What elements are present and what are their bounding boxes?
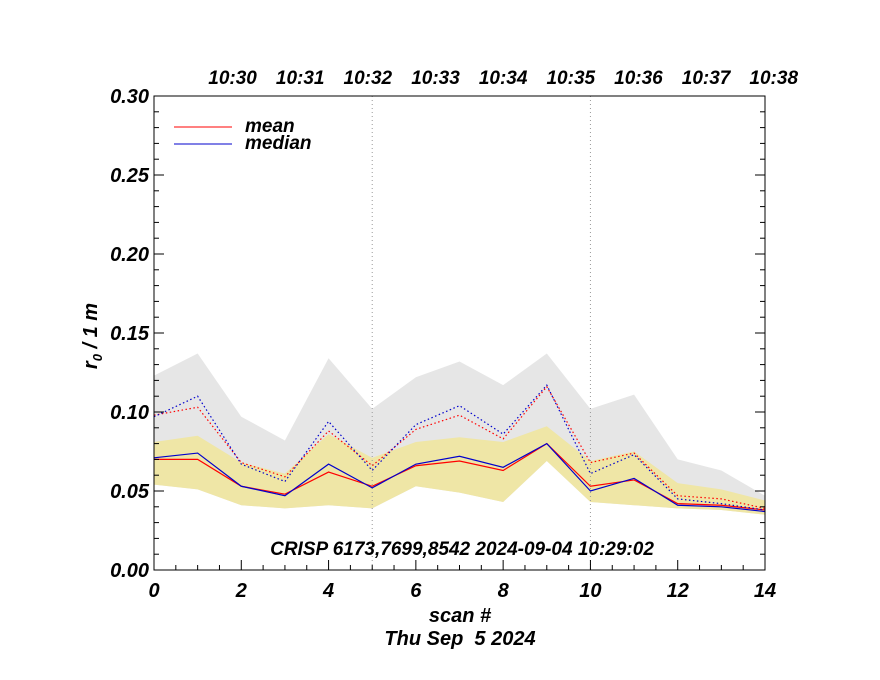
series-line-1 [153, 442, 766, 513]
y-tick-label: 0.25 [110, 165, 150, 187]
yellow-band [154, 426, 765, 515]
top-time-labels: 10:30 10:31 10:32 10:33 10:34 10:35 10:36 10:37… [208, 68, 798, 89]
y-tick-label: 0.20 [110, 244, 149, 266]
x-tick-label: 2 [235, 580, 247, 602]
x-tick-label: 12 [667, 580, 689, 602]
x-tick-label: 8 [498, 580, 510, 602]
series-line-2 [153, 385, 766, 509]
top-time-label: 10:30 [208, 68, 257, 89]
series-lines [153, 384, 766, 513]
date-subtitle: Thu Sep 5 2024 [384, 628, 535, 650]
y-tick-labels: 0.00 0.05 0.10 0.15 0.20 0.25 0.30 [110, 86, 150, 582]
y-axis-title-rest: / 1 m [80, 303, 102, 354]
x-tick-label: 6 [410, 580, 422, 602]
y-axis-title-subscript: 0 [90, 353, 105, 361]
x-tick-label: 10 [579, 580, 601, 602]
top-time-label: 10:38 [749, 68, 798, 89]
top-time-label: 10:32 [344, 68, 393, 89]
axis-ticks [153, 95, 766, 571]
spread-bands [154, 353, 765, 515]
x-axis-title: scan # [429, 605, 492, 627]
top-time-label: 10:37 [682, 68, 732, 89]
legend-mean-label: mean [245, 116, 295, 137]
legend: mean median [174, 116, 312, 154]
y-axis-title: r0 / 1 m [80, 303, 105, 369]
y-tick-label: 0.30 [110, 86, 149, 108]
top-time-label: 10:33 [411, 68, 460, 89]
x-tick-labels: 0 2 4 6 8 10 12 14 [148, 580, 776, 602]
top-time-label: 10:36 [614, 68, 663, 89]
x-tick-label: 4 [322, 580, 334, 602]
top-time-label: 10:31 [276, 68, 325, 89]
y-tick-label: 0.05 [110, 481, 150, 503]
y-tick-label: 0.15 [110, 323, 150, 345]
series-line-3 [153, 384, 766, 511]
legend-median-label: median [245, 133, 312, 154]
y-tick-label: 0.10 [110, 402, 149, 424]
vertical-markers [371, 96, 591, 570]
top-time-label: 10:34 [479, 68, 528, 89]
chart-annotation: CRISP 6173,7699,8542 2024-09-04 10:29:02 [270, 539, 654, 560]
y-tick-label: 0.00 [110, 560, 149, 582]
x-tick-label: 14 [754, 580, 776, 602]
x-tick-label: 0 [148, 580, 159, 602]
y-axis-title-main: r [80, 360, 102, 369]
top-time-label: 10:35 [546, 68, 595, 89]
